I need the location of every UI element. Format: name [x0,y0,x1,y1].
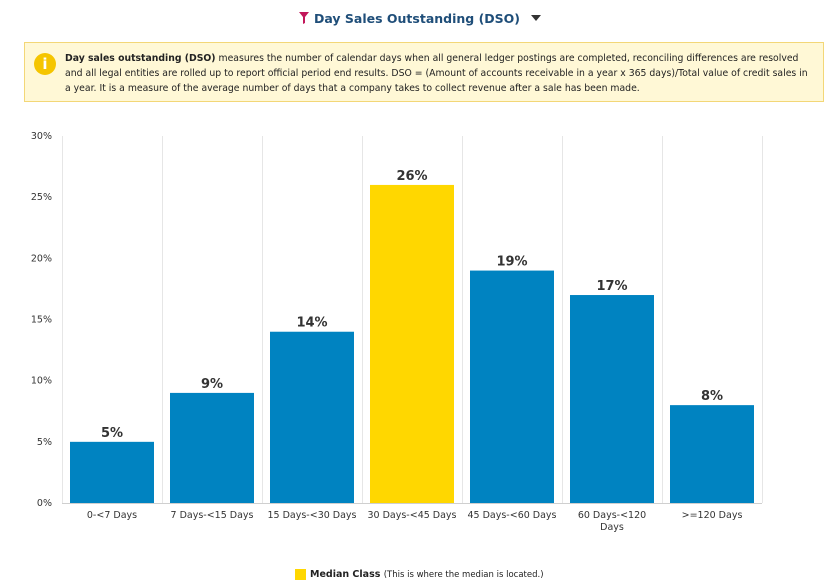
y-tick-label: 30% [31,131,52,142]
dso-dropdown[interactable]: Day Sales Outstanding (DSO) [298,10,542,26]
data-label: 17% [596,279,627,294]
page-title: Day Sales Outstanding (DSO) [313,10,521,26]
y-tick-label: 0% [37,498,52,509]
legend-swatch [295,569,306,580]
data-label: 9% [201,377,223,392]
x-tick-label: 7 Days-<15 Days [171,510,254,521]
data-label: 14% [296,316,327,331]
x-tick-label: Days [600,522,624,533]
x-tick-label: 45 Days-<60 Days [467,510,556,521]
legend: Median Class (This is where the median i… [295,569,544,580]
data-label: 8% [701,389,723,404]
legend-label-text: Median Class [310,569,381,580]
bar [570,295,654,503]
bar [70,441,154,503]
data-label: 26% [396,169,427,184]
bar [270,331,354,503]
x-tick-label: 60 Days-<120 [578,510,646,521]
data-label: 19% [496,255,527,270]
bar [670,405,754,503]
x-tick-label: 30 Days-<45 Days [367,510,456,521]
info-term: Day sales outstanding (DSO) [65,53,216,64]
filter-icon [298,12,309,24]
y-tick-label: 5% [37,437,52,448]
caret-down-icon[interactable] [531,14,542,22]
bar [470,270,554,503]
legend-label: Median Class (This is where the median i… [310,569,544,580]
legend-note: (This is where the median is located.) [383,570,544,580]
y-tick-label: 10% [31,376,52,387]
info-banner: i Day sales outstanding (DSO) measures t… [24,42,824,102]
info-description: measures the number of calendar days whe… [65,53,808,94]
y-tick-label: 15% [31,315,52,326]
info-icon: i [34,53,56,75]
x-tick-label: 0-<7 Days [87,510,137,521]
header: Day Sales Outstanding (DSO) [0,9,840,28]
data-label: 5% [101,426,123,441]
dso-bar-chart: 0% 5% 10% 15% 20% 25% 30% 5% 0-<7 Days 9% 7 Days-<… [31,131,763,533]
x-tick-label: 15 Days-<30 Days [267,510,356,521]
bar [370,184,454,503]
info-text: Day sales outstanding (DSO) measures the… [65,51,813,96]
y-tick-label: 25% [31,192,52,203]
y-tick-label: 20% [31,253,52,264]
bar [170,392,254,503]
x-tick-label: >=120 Days [682,510,743,521]
